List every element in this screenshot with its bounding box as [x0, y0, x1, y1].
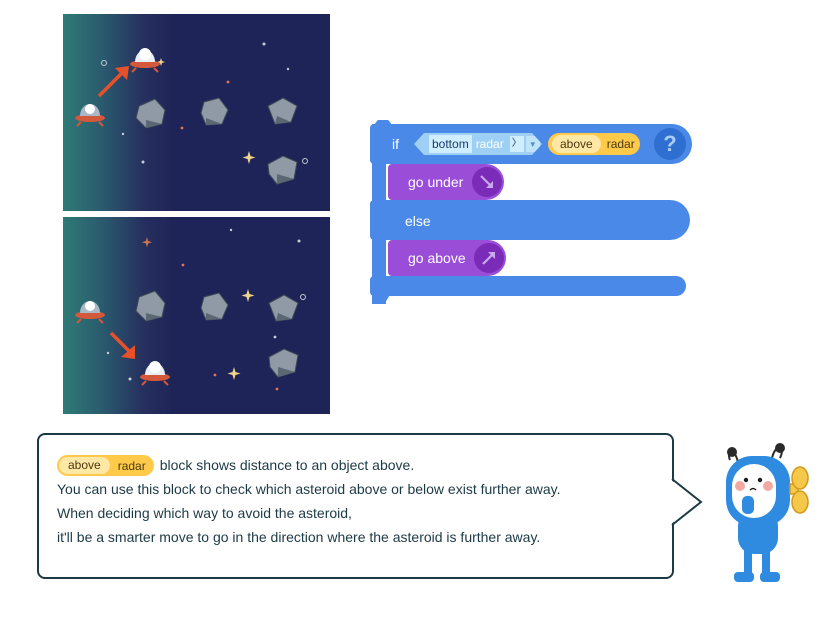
- sparkle-icon: [242, 151, 256, 164]
- comparison-operator[interactable]: 〉: [509, 136, 524, 152]
- if-keyword: if: [392, 136, 399, 152]
- else-block-header[interactable]: [370, 200, 690, 240]
- star: [180, 126, 184, 130]
- above-radar-pill: above radar: [57, 455, 154, 476]
- ufo-icon: [75, 301, 105, 324]
- ufo-icon: [75, 104, 105, 127]
- sparkle-icon: [157, 58, 165, 66]
- star: [273, 335, 277, 339]
- star: [101, 60, 107, 66]
- star: [262, 42, 266, 46]
- ufo-icon: [130, 48, 160, 73]
- above-radar-label: radar: [606, 137, 635, 151]
- star: [297, 239, 301, 243]
- bottom-radar-block[interactable]: bottom radar 〉 ▾: [414, 133, 542, 155]
- if-else-code-block[interactable]: if bottom radar 〉 ▾ above radar ? go und…: [370, 120, 692, 304]
- arrow-down-right-icon: [109, 331, 135, 359]
- hint-speech-bubble: above radar block shows distance to an o…: [37, 433, 674, 579]
- star: [229, 228, 233, 232]
- star: [213, 373, 217, 377]
- sparkle-icon: [227, 367, 241, 380]
- asteroid-icon: [135, 290, 299, 378]
- ufo-icon: [140, 361, 170, 386]
- arrow-down-right-icon: [472, 167, 502, 197]
- asteroid-icon: [135, 97, 298, 185]
- speech-bubble-tail: [671, 478, 703, 526]
- star: [300, 294, 306, 300]
- above-radar-block[interactable]: above radar: [548, 133, 640, 155]
- above-radar-label: radar: [117, 458, 146, 473]
- scene-top-drawing: [75, 42, 308, 185]
- scene-panel-top: [63, 14, 330, 211]
- scene-panel-bottom: [63, 217, 330, 414]
- hint-line-3: When deciding which way to avoid the ast…: [57, 505, 352, 521]
- above-radar-tag: above: [59, 457, 110, 474]
- go-above-block[interactable]: go above: [388, 240, 506, 276]
- above-radar-tag: above: [552, 135, 601, 153]
- help-button[interactable]: ?: [654, 128, 686, 160]
- bottom-radar-tag: bottom: [429, 135, 472, 153]
- hint-line-1-text: block shows distance to an object above.: [159, 457, 415, 473]
- scene-bottom-drawing: [75, 228, 306, 391]
- if-block-footer: [370, 276, 686, 296]
- star: [128, 377, 132, 381]
- sparkle-icon: [141, 237, 153, 248]
- chevron-down-icon[interactable]: ▾: [525, 136, 540, 152]
- go-under-label: go under: [408, 174, 464, 190]
- arrow-up-right-icon: [97, 66, 129, 98]
- robot-mascot-icon: [726, 443, 809, 582]
- bottom-radar-label: radar: [475, 137, 504, 151]
- hint-line-1: above radar block shows distance to an o…: [57, 453, 561, 477]
- hint-line-2: You can use this block to check which as…: [57, 481, 561, 497]
- star: [121, 132, 125, 136]
- else-keyword: else: [405, 213, 431, 229]
- star: [286, 67, 290, 71]
- star: [302, 158, 308, 164]
- hint-line-4: it'll be a smarter move to go in the dir…: [57, 529, 541, 545]
- star: [181, 263, 185, 267]
- go-above-label: go above: [408, 250, 466, 266]
- arrow-up-right-icon: [474, 243, 504, 273]
- star: [106, 351, 110, 355]
- sparkle-icon: [241, 289, 255, 302]
- star: [226, 80, 230, 84]
- go-under-block[interactable]: go under: [388, 164, 504, 200]
- star: [275, 387, 279, 391]
- hint-text: above radar block shows distance to an o…: [57, 453, 561, 549]
- star: [141, 160, 145, 164]
